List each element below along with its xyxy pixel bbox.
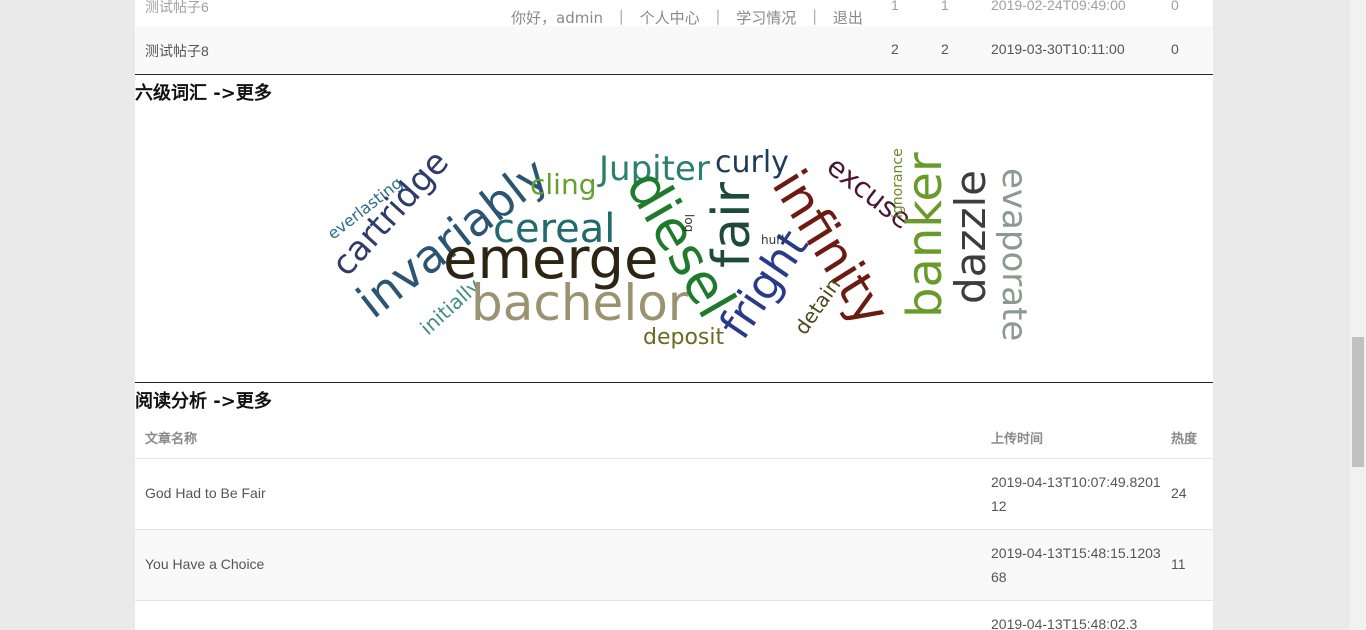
post-count: 0 xyxy=(1171,41,1179,57)
article-heat: 11 xyxy=(1171,556,1186,572)
section-divider xyxy=(135,74,1213,75)
nav-separator: | xyxy=(715,7,721,25)
post-time: 2019-02-24T09:49:00 xyxy=(991,0,1126,13)
post-col1: 1 xyxy=(891,0,899,13)
post-title[interactable]: 测试帖子8 xyxy=(145,43,209,59)
reading-title: 阅读分析 xyxy=(135,391,207,412)
post-col2: 2 xyxy=(941,41,949,57)
word: cling xyxy=(530,168,596,201)
nav-logout-link[interactable]: 退出 xyxy=(832,9,863,27)
vocab-more-link[interactable]: ->更多 xyxy=(213,83,272,104)
article-upload-time: 2019-04-13T10:07:49.820112 xyxy=(991,474,1161,514)
word: dazzle xyxy=(946,170,995,304)
reading-table-header: 文章名称 上传时间 热度 xyxy=(135,418,1213,459)
word: log xyxy=(682,214,696,232)
article-name[interactable]: God Had to Be Fair xyxy=(145,485,266,501)
word: fair xyxy=(702,181,762,268)
article-heat: 24 xyxy=(1171,485,1187,501)
word: evaporate xyxy=(994,168,1034,341)
table-row[interactable]: You Have a Choice 2019-04-13T15:48:15.12… xyxy=(135,530,1213,601)
post-title[interactable]: 测试帖子6 xyxy=(145,0,209,15)
article-upload-time: 2019-04-13T15:48:02.3 xyxy=(991,616,1138,630)
word: Jupiter xyxy=(597,149,710,189)
nav-profile-link[interactable]: 个人中心 xyxy=(639,9,700,27)
vocab-word-cloud: everlasting cartridge invariably initial… xyxy=(324,143,1034,350)
nav-separator: | xyxy=(618,7,624,25)
page-background-right xyxy=(1213,0,1350,630)
main-content: 测试帖子6 1 1 2019-02-24T09:49:00 0 测试帖子8 2 … xyxy=(135,0,1213,630)
post-col1: 2 xyxy=(891,41,899,57)
top-nav: 你好，admin | 个人中心 | 学习情况 | 退出 xyxy=(511,7,863,27)
word: curly xyxy=(715,145,789,180)
vertical-scrollbar[interactable] xyxy=(1350,0,1366,630)
post-col2: 1 xyxy=(941,0,949,13)
reading-more-link[interactable]: ->更多 xyxy=(213,391,272,412)
article-name[interactable]: You Have a Choice xyxy=(145,556,265,572)
reading-section-title: 阅读分析 ->更多 xyxy=(135,387,272,413)
word: banker xyxy=(897,152,953,318)
column-header-time: 上传时间 xyxy=(991,431,1044,446)
vocab-title: 六级词汇 xyxy=(135,83,207,104)
word: emerge xyxy=(443,227,659,292)
word: ignorance xyxy=(890,148,906,218)
nav-study-link[interactable]: 学习情况 xyxy=(736,9,797,27)
word: bachelor xyxy=(471,274,689,332)
post-time: 2019-03-30T10:11:00 xyxy=(991,41,1125,57)
word: deposit xyxy=(643,325,724,350)
table-row[interactable]: 2019-04-13T15:48:02.3 xyxy=(135,601,1213,630)
post-count: 0 xyxy=(1171,0,1179,13)
nav-separator: | xyxy=(812,7,818,25)
scrollbar-thumb[interactable] xyxy=(1352,337,1364,467)
greeting: 你好，admin xyxy=(511,9,603,27)
table-row[interactable]: God Had to Be Fair 2019-04-13T10:07:49.8… xyxy=(135,459,1213,530)
word: cereal xyxy=(493,206,615,252)
article-upload-time: 2019-04-13T15:48:15.120368 xyxy=(991,545,1161,585)
vocab-section-title: 六级词汇 ->更多 xyxy=(135,79,272,105)
table-row[interactable]: 测试帖子8 2 2 2019-03-30T10:11:00 0 xyxy=(135,26,1213,73)
column-header-name: 文章名称 xyxy=(145,431,198,446)
section-divider xyxy=(135,382,1213,383)
page-background-left xyxy=(0,0,135,630)
column-header-heat: 热度 xyxy=(1171,431,1198,446)
word: hurl xyxy=(761,233,784,247)
